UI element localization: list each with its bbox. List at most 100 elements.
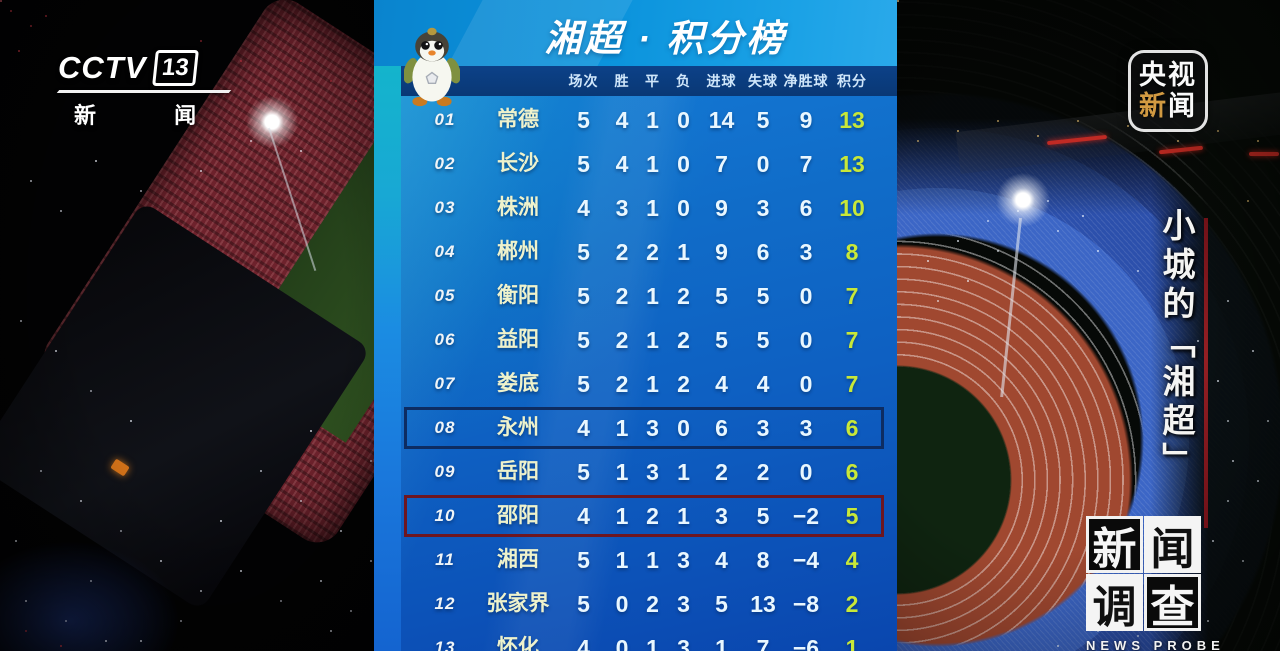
table-row: 12 张家界 5 0 2 3 5 13 −8 2 (401, 582, 897, 626)
goals-for-cell: 3 (715, 503, 728, 529)
goals-for-cell: 1 (715, 635, 728, 651)
col-lost: 负 (676, 73, 691, 89)
drawn-cell: 2 (646, 239, 659, 265)
goal-diff-cell: 0 (799, 327, 813, 353)
cctv-news-watermark: 央视 新闻 (1128, 50, 1208, 132)
team-cell: 邵阳 (497, 504, 539, 527)
won-cell: 0 (615, 635, 629, 651)
cctv13-logo: CCTV 13 新 闻 (56, 50, 233, 130)
points-cell: 7 (845, 327, 859, 353)
watermark-line1: 央视 (1139, 60, 1197, 90)
points-cell: 1 (845, 635, 859, 651)
goals-against-cell: 3 (756, 415, 770, 441)
lost-cell: 0 (677, 151, 690, 177)
lost-cell: 1 (677, 459, 690, 485)
points-cell: 7 (845, 283, 859, 309)
vignette (0, 0, 383, 651)
drawn-cell: 3 (646, 415, 659, 441)
channel-number: 13 (152, 50, 199, 86)
drawn-cell: 1 (646, 635, 659, 651)
table-row: 09 岳阳 5 1 3 1 2 2 0 6 (401, 450, 897, 494)
goals-for-cell: 2 (715, 459, 728, 485)
won-cell: 2 (615, 327, 629, 353)
goals-for-cell: 7 (715, 151, 728, 177)
table-row: 04 郴州 5 2 2 1 9 6 3 8 (401, 230, 897, 274)
won-cell: 4 (615, 107, 629, 133)
won-cell: 3 (615, 195, 629, 221)
rank-cell: 13 (434, 638, 456, 651)
goal-diff-cell: 3 (799, 239, 813, 265)
goals-for-cell: 5 (715, 283, 728, 309)
points-cell: 13 (839, 107, 865, 133)
rank-cell: 02 (434, 154, 456, 173)
col-points: 积分 (837, 73, 867, 89)
goals-against-cell: 2 (756, 459, 770, 485)
lost-cell: 3 (677, 635, 690, 651)
goal-diff-cell: −2 (792, 503, 820, 529)
drawn-cell: 1 (646, 371, 659, 397)
played-cell: 5 (577, 371, 590, 397)
team-cell: 常德 (497, 108, 539, 131)
lost-cell: 2 (677, 371, 690, 397)
goals-against-cell: 4 (756, 371, 770, 397)
won-cell: 1 (615, 459, 629, 485)
rank-cell: 04 (434, 242, 456, 261)
played-cell: 5 (577, 283, 590, 309)
points-cell: 10 (839, 195, 865, 221)
goals-against-cell: 6 (756, 239, 770, 265)
col-goal-diff: 净胜球 (783, 73, 829, 89)
goals-for-cell: 9 (715, 239, 728, 265)
won-cell: 4 (615, 151, 629, 177)
won-cell: 2 (615, 239, 629, 265)
np-char-diao: 调 (1086, 574, 1143, 632)
goal-diff-cell: 3 (799, 415, 813, 441)
lost-cell: 2 (677, 327, 690, 353)
played-cell: 5 (577, 591, 590, 617)
won-cell: 1 (615, 415, 629, 441)
won-cell: 2 (615, 283, 629, 309)
goal-diff-cell: −8 (792, 591, 820, 617)
table-body-background (401, 96, 897, 651)
drawn-cell: 1 (646, 151, 659, 177)
table-row: 08 永州 4 1 3 0 6 3 3 6 (401, 406, 897, 450)
lost-cell: 1 (677, 503, 690, 529)
goals-against-cell: 5 (756, 503, 770, 529)
panda-chick-mascot-icon (404, 27, 460, 107)
played-cell: 5 (577, 327, 590, 353)
watermark-line2: 新闻 (1139, 91, 1197, 121)
team-cell: 怀化 (497, 636, 539, 651)
team-cell: 张家界 (486, 592, 550, 615)
news-probe-badge: 新 闻 调 查 NEWS PROBE (1086, 516, 1220, 651)
goals-for-cell: 4 (715, 371, 728, 397)
points-cell: 6 (845, 459, 859, 485)
played-cell: 5 (577, 107, 590, 133)
lost-cell: 0 (677, 415, 690, 441)
points-cell: 6 (845, 415, 859, 441)
goals-against-cell: 0 (756, 151, 770, 177)
lost-cell: 0 (677, 195, 690, 221)
news-probe-grid: 新 闻 调 查 (1086, 516, 1202, 632)
channel-subtitle: 新 闻 (74, 103, 233, 128)
played-cell: 5 (577, 547, 590, 573)
points-cell: 2 (845, 591, 859, 617)
won-cell: 2 (615, 371, 629, 397)
lost-cell: 1 (677, 239, 690, 265)
drawn-cell: 1 (646, 283, 659, 309)
goal-diff-cell: 0 (799, 371, 813, 397)
points-cell: 5 (845, 503, 859, 529)
col-goals-for: 进球 (706, 73, 737, 89)
played-cell: 4 (577, 195, 590, 221)
logo-underline (56, 90, 232, 93)
drawn-cell: 1 (646, 327, 659, 353)
rank-cell: 11 (435, 550, 455, 569)
goal-diff-cell: 0 (799, 459, 813, 485)
panel-header (374, 0, 897, 66)
table-row: 07 娄底 5 2 1 2 4 4 0 7 (401, 362, 897, 406)
vertical-program-title: 小城的「湘超」 (1158, 208, 1195, 481)
team-cell: 永州 (497, 416, 539, 439)
team-cell: 娄底 (497, 372, 539, 395)
goals-for-cell: 5 (715, 591, 728, 617)
table-row: 02 长沙 5 4 1 0 7 0 7 13 (401, 142, 897, 186)
goals-against-cell: 13 (750, 591, 776, 617)
goals-against-cell: 7 (756, 635, 770, 651)
